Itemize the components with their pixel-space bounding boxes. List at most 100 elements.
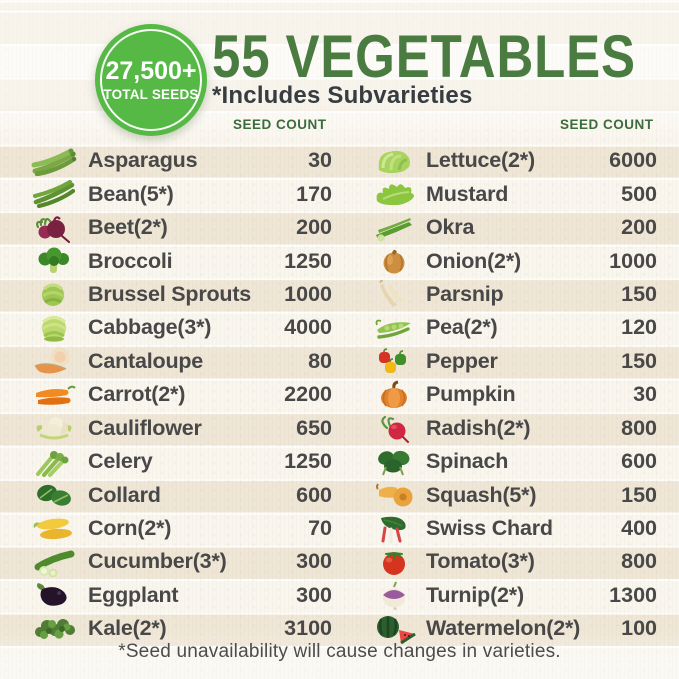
watermelon-icon — [368, 613, 422, 644]
seed-count: 4000 — [284, 315, 332, 340]
seed-count: 3100 — [284, 616, 332, 641]
vegetable-name: Celery — [88, 449, 153, 474]
squash-icon — [368, 480, 422, 511]
brussel-sprouts-icon — [24, 279, 84, 310]
seed-count: 150 — [621, 482, 657, 507]
table-row: Cantaloupe 80 — [24, 345, 332, 378]
seed-count: 600 — [296, 482, 332, 507]
vegetable-name: Pepper — [426, 348, 498, 373]
onion-icon — [368, 246, 422, 277]
table-row: Swiss Chard 400 — [368, 512, 657, 545]
table-row: Eggplant 300 — [24, 579, 332, 612]
cabbage-icon — [24, 312, 84, 343]
parsnip-icon — [368, 279, 422, 310]
vegetable-name: Corn(2*) — [88, 516, 172, 541]
broccoli-icon — [24, 246, 84, 277]
seed-count: 2200 — [284, 382, 332, 407]
pepper-icon — [368, 346, 422, 377]
vegetable-name: Asparagus — [88, 148, 198, 173]
bean-icon — [24, 179, 84, 210]
tomato-icon — [368, 546, 422, 577]
seed-count: 150 — [621, 281, 657, 306]
lettuce-icon — [368, 145, 422, 176]
seed-count: 300 — [296, 582, 332, 607]
vegetable-name: Onion(2*) — [426, 248, 521, 273]
vegetable-name: Spinach — [426, 449, 509, 474]
asparagus-icon — [24, 145, 84, 176]
table-row: Parsnip 150 — [368, 278, 657, 311]
carrot-icon — [24, 379, 84, 410]
total-seeds-badge: 27,500+ TOTAL SEEDS — [95, 24, 207, 136]
pumpkin-icon — [368, 379, 422, 410]
vegetable-name: Tomato(3*) — [426, 549, 535, 574]
total-seeds-label: TOTAL SEEDS — [103, 86, 199, 102]
seed-count: 1000 — [284, 281, 332, 306]
vegetable-name: Cauliflower — [88, 415, 202, 440]
seed-count: 30 — [308, 148, 332, 173]
table-row: Cucumber(3*) 300 — [24, 545, 332, 578]
table-row: Onion(2*) 1000 — [368, 244, 657, 277]
seed-count: 120 — [621, 315, 657, 340]
table-row: Mustard 500 — [368, 177, 657, 210]
mustard-icon — [368, 179, 422, 210]
vegetable-name: Bean(5*) — [88, 181, 174, 206]
kale-icon — [24, 613, 84, 644]
seed-count: 800 — [621, 549, 657, 574]
table-row: Radish(2*) 800 — [368, 412, 657, 445]
table-row: Turnip(2*) 1300 — [368, 579, 657, 612]
page-title: 55 VEGETABLES — [212, 23, 636, 90]
table-row: Cauliflower 650 — [24, 412, 332, 445]
seed-count: 650 — [296, 415, 332, 440]
vegetable-name: Cucumber(3*) — [88, 549, 227, 574]
corn-icon — [24, 513, 84, 544]
seed-count: 80 — [308, 348, 332, 373]
table-row: Spinach 600 — [368, 445, 657, 478]
seed-count: 170 — [296, 181, 332, 206]
table-row: Lettuce(2*) 6000 — [368, 144, 657, 177]
vegetable-name: Cantaloupe — [88, 348, 204, 373]
vegetable-name: Cabbage(3*) — [88, 315, 212, 340]
table-row: Pea(2*) 120 — [368, 311, 657, 344]
table-row: Collard 600 — [24, 478, 332, 511]
table-row: Cabbage(3*) 4000 — [24, 311, 332, 344]
seed-count: 70 — [308, 516, 332, 541]
seed-count: 800 — [621, 415, 657, 440]
table-row: Pumpkin 30 — [368, 378, 657, 411]
seed-count: 500 — [621, 181, 657, 206]
seed-count: 200 — [621, 215, 657, 240]
seed-count: 1300 — [609, 582, 657, 607]
total-seeds-number: 27,500+ — [105, 57, 197, 86]
seed-count: 600 — [621, 449, 657, 474]
cauliflower-icon — [24, 413, 84, 444]
celery-icon — [24, 446, 84, 477]
seed-count: 300 — [296, 549, 332, 574]
seed-count: 6000 — [609, 148, 657, 173]
beet-icon — [24, 212, 84, 243]
table-row: Asparagus 30 — [24, 144, 332, 177]
table-row: Tomato(3*) 800 — [368, 545, 657, 578]
table-row: Pepper 150 — [368, 345, 657, 378]
vegetable-name: Okra — [426, 215, 475, 240]
radish-icon — [368, 413, 422, 444]
vegetable-name: Kale(2*) — [88, 616, 167, 641]
table-row: Celery 1250 — [24, 445, 332, 478]
vegetable-name: Squash(5*) — [426, 482, 537, 507]
table-row: Kale(2*) 3100 — [24, 612, 332, 645]
vegetable-name: Mustard — [426, 181, 509, 206]
vegetable-name: Lettuce(2*) — [426, 148, 535, 173]
seed-count: 150 — [621, 348, 657, 373]
turnip-icon — [368, 580, 422, 611]
seed-count-header-left: SEED COUNT — [233, 117, 327, 132]
table-row: Brussel Sprouts 1000 — [24, 278, 332, 311]
vegetable-name: Watermelon(2*) — [426, 616, 581, 641]
cucumber-icon — [24, 546, 84, 577]
vegetable-column-left: Asparagus 30 Bean(5*) 170 Beet(2*) 200 Broccol… — [24, 144, 332, 646]
vegetable-name: Beet(2*) — [88, 215, 168, 240]
seed-count: 1250 — [284, 248, 332, 273]
collard-icon — [24, 480, 84, 511]
pea-icon — [368, 312, 422, 343]
okra-icon — [368, 212, 422, 243]
table-row: Watermelon(2*) 100 — [368, 612, 657, 645]
spinach-icon — [368, 446, 422, 477]
eggplant-icon — [24, 580, 84, 611]
